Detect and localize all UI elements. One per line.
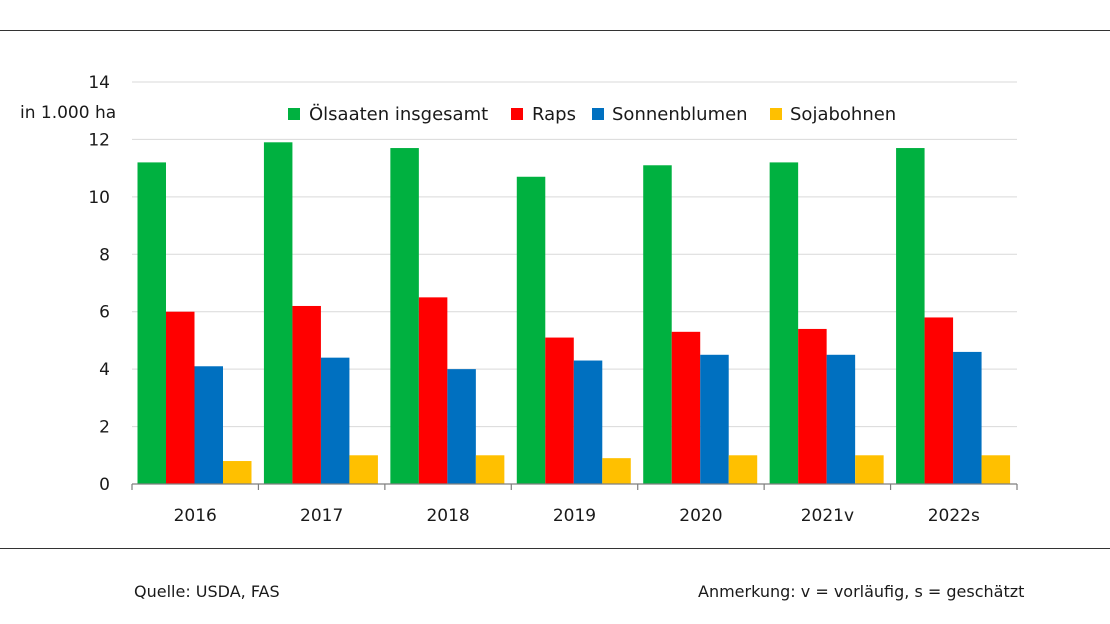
- bar: [953, 351, 982, 484]
- bar: [855, 455, 884, 484]
- legend-label: Sonnenblumen: [612, 104, 748, 125]
- x-tick-label: 2020: [679, 506, 722, 526]
- bar: [826, 354, 856, 484]
- legend-swatch: [288, 108, 300, 120]
- bar: [447, 369, 476, 484]
- legend-label: Sojabohnen: [790, 104, 896, 125]
- bar: [137, 162, 166, 484]
- bar: [349, 455, 378, 484]
- y-axis-label: in 1.000 ha: [20, 103, 116, 123]
- bar: [602, 458, 631, 484]
- y-tick-labels: 0 2 4 6 8 10 12 14: [88, 73, 110, 495]
- x-tick-label: 2017: [300, 506, 343, 526]
- bar: [194, 366, 223, 484]
- bar: [769, 162, 799, 484]
- x-tick-label: 2021v: [801, 506, 854, 526]
- bar: [223, 461, 252, 484]
- bar: [263, 142, 293, 485]
- x-tick-label: 2016: [174, 506, 217, 526]
- y-tick-label: 4: [99, 360, 110, 380]
- bar: [418, 297, 448, 484]
- y-tick-label: 8: [99, 245, 110, 265]
- bar: [475, 455, 505, 484]
- legend-swatch: [592, 108, 604, 120]
- annotation-note: Anmerkung: v = vorläufig, s = geschätzt: [698, 582, 1025, 601]
- legend-swatch: [511, 108, 523, 120]
- bar: [166, 311, 195, 484]
- bar: [981, 455, 1011, 484]
- source-note: Quelle: USDA, FAS: [134, 582, 280, 601]
- x-tick-labels: 2016 2017 2018 2019 2020 2021v 2022s: [174, 506, 980, 526]
- bar: [798, 328, 827, 484]
- x-tick-label: 2019: [553, 506, 596, 526]
- y-tick-label: 14: [88, 73, 110, 93]
- legend-swatch: [770, 108, 782, 120]
- bar: [700, 354, 729, 484]
- bar: [390, 148, 419, 485]
- y-tick-label: 12: [88, 130, 110, 150]
- bottom-rule: [0, 548, 1110, 549]
- y-tick-label: 10: [88, 188, 110, 208]
- bar: [728, 455, 758, 484]
- y-tick-label: 0: [99, 475, 110, 495]
- bar: [924, 317, 954, 484]
- legend-label: Ölsaaten insgesamt: [309, 103, 488, 125]
- bars: [137, 142, 1011, 485]
- bar: [573, 360, 603, 484]
- legend: Ölsaaten insgesamt Raps Sonnenblumen Sojabo…: [288, 103, 896, 125]
- bar: [896, 148, 925, 485]
- legend-label: Raps: [532, 104, 576, 125]
- bar: [643, 165, 672, 484]
- top-rule: [0, 30, 1110, 31]
- x-tick-label: 2022s: [928, 506, 980, 526]
- y-tick-label: 6: [99, 303, 110, 323]
- bar: [545, 337, 574, 484]
- bar-chart: 0 2 4 6 8 10 12 14 2016 2017 2018 2019 2020 2021v 202…: [20, 73, 1018, 526]
- y-tick-label: 2: [99, 418, 110, 438]
- bar: [671, 331, 701, 484]
- x-tick-label: 2018: [426, 506, 469, 526]
- bar: [292, 305, 321, 484]
- bar: [516, 176, 546, 484]
- bar: [320, 357, 350, 484]
- axes: [131, 483, 1018, 490]
